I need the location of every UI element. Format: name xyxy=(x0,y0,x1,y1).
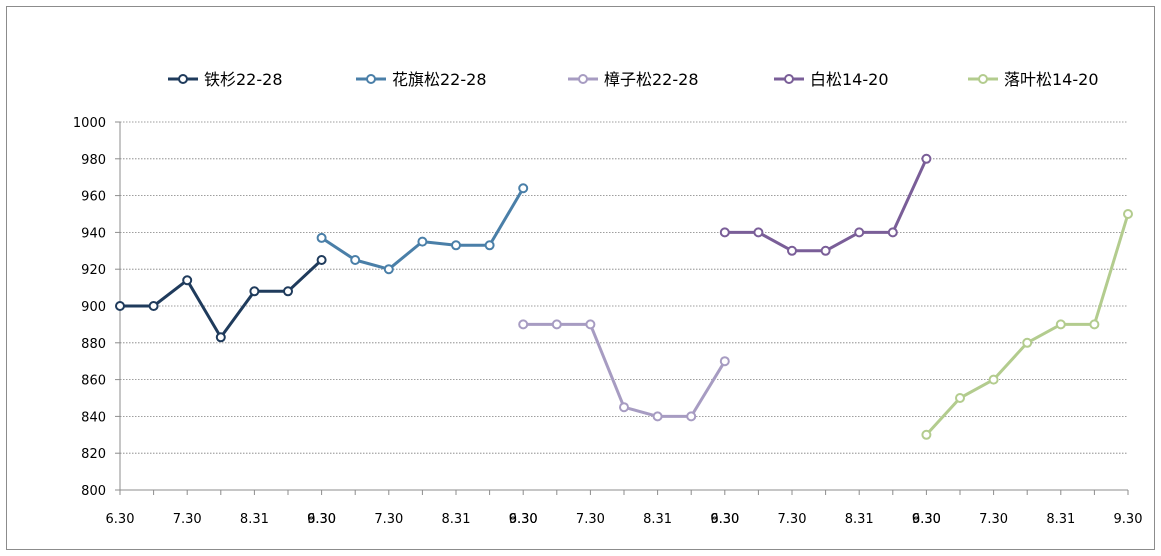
x-tick-label: 8.31 xyxy=(845,512,874,527)
y-tick-label: 980 xyxy=(81,153,106,168)
x-tick-label: 9.30 xyxy=(1114,512,1143,527)
y-tick-label: 1000 xyxy=(73,116,106,131)
y-tick-label: 900 xyxy=(81,300,106,315)
legend-swatch-marker xyxy=(178,74,188,84)
chart-frame xyxy=(6,6,1155,550)
x-tick-label: 9.30 xyxy=(710,512,739,527)
x-tick-label: 8.31 xyxy=(1046,512,1075,527)
data-point xyxy=(719,356,730,367)
data-point xyxy=(820,245,831,256)
data-point xyxy=(585,319,596,330)
series-line xyxy=(724,158,928,253)
data-point xyxy=(753,227,764,238)
data-point xyxy=(887,227,898,238)
data-point xyxy=(988,374,999,385)
legend-swatch-marker xyxy=(784,74,794,84)
x-tick-label: 6.30 xyxy=(912,512,941,527)
data-point xyxy=(955,393,965,403)
x-tick-label: 9.30 xyxy=(509,512,538,527)
x-tick-label: 7.30 xyxy=(173,512,202,527)
data-point xyxy=(619,402,629,413)
data-point xyxy=(417,236,428,247)
data-point xyxy=(316,255,327,265)
x-tick-label: 6.30 xyxy=(509,512,538,527)
data-point xyxy=(551,319,562,330)
data-point xyxy=(787,245,797,256)
data-point xyxy=(719,227,730,238)
y-tick-label: 800 xyxy=(81,484,106,499)
x-tick-label: 7.30 xyxy=(979,512,1008,527)
x-tick-label: 9.30 xyxy=(912,512,941,527)
data-point xyxy=(182,275,193,286)
data-point xyxy=(921,429,932,440)
x-tick-label: 8.31 xyxy=(442,512,471,527)
x-tick-label: 7.30 xyxy=(374,512,403,527)
legend-swatch-marker xyxy=(366,74,376,84)
x-tick-label: 8.31 xyxy=(240,512,269,527)
data-point xyxy=(1089,319,1100,330)
data-point xyxy=(215,332,226,343)
data-point xyxy=(1055,319,1066,330)
data-point xyxy=(518,319,529,330)
x-tick-label: 6.30 xyxy=(307,512,336,527)
y-tick-label: 960 xyxy=(81,190,106,205)
data-point xyxy=(1123,209,1133,219)
data-point xyxy=(854,227,865,238)
data-point xyxy=(484,240,495,251)
x-tick-label: 9.30 xyxy=(307,512,336,527)
x-tick-label: 6.30 xyxy=(710,512,739,527)
data-point xyxy=(1022,337,1033,348)
y-tick-label: 820 xyxy=(81,447,106,462)
data-point xyxy=(451,240,461,251)
y-tick-label: 840 xyxy=(81,410,106,425)
data-point xyxy=(249,286,260,297)
y-tick-label: 880 xyxy=(81,337,106,352)
legend-label: 花旗松22-28 xyxy=(392,70,487,89)
y-tick-label: 940 xyxy=(81,226,106,241)
y-tick-label: 860 xyxy=(81,374,106,389)
data-point xyxy=(921,153,932,164)
data-point xyxy=(350,255,361,265)
x-tick-label: 7.30 xyxy=(778,512,807,527)
x-tick-label: 6.30 xyxy=(106,512,135,527)
series-line xyxy=(120,258,323,339)
data-point xyxy=(115,301,125,311)
legend-label: 落叶松14-20 xyxy=(1004,70,1099,89)
legend-label: 白松14-20 xyxy=(810,70,889,89)
data-point xyxy=(652,411,663,422)
data-point xyxy=(518,183,529,194)
y-tick-label: 920 xyxy=(81,263,106,278)
legend-label: 铁杉22-28 xyxy=(204,70,283,89)
data-point xyxy=(283,286,293,297)
legend-swatch-marker xyxy=(978,74,988,84)
x-tick-label: 8.31 xyxy=(643,512,672,527)
legend-swatch-marker xyxy=(578,74,588,84)
x-tick-label: 7.30 xyxy=(576,512,605,527)
legend-label: 樟子松22-28 xyxy=(604,70,699,89)
data-point xyxy=(148,301,159,311)
data-point xyxy=(316,232,327,243)
data-point xyxy=(383,264,394,275)
data-point xyxy=(686,411,697,422)
